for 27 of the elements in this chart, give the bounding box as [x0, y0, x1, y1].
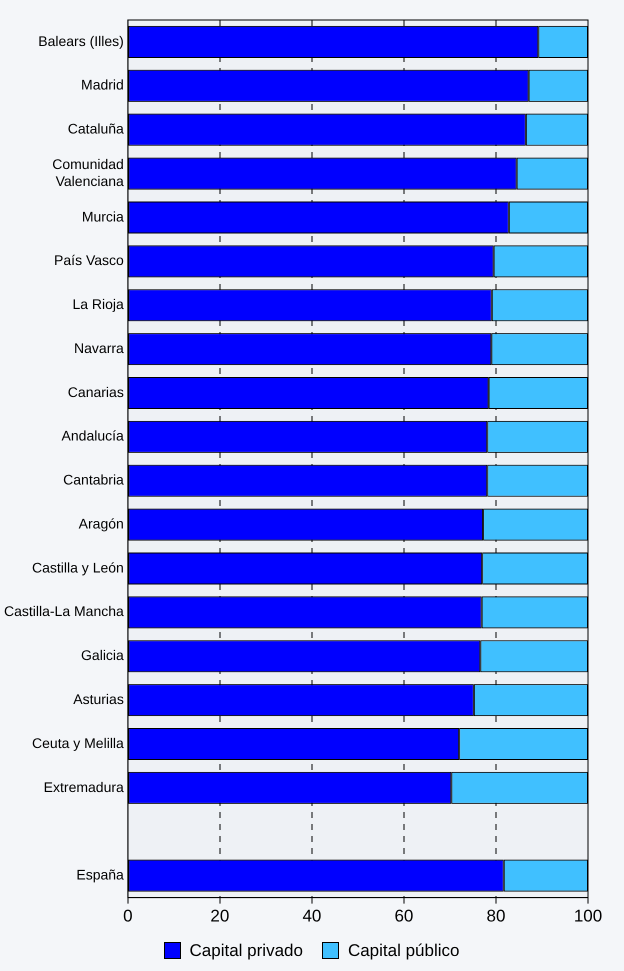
y-tick-label: Murcia: [82, 208, 124, 224]
y-tick-label: Cataluña: [68, 120, 124, 137]
y-tick-label: Extremadura: [44, 778, 124, 795]
y-tick-label: Balears (Illes): [38, 32, 124, 49]
x-tick-label: 40: [302, 906, 322, 926]
y-tick-label: Navarra: [74, 340, 124, 356]
y-tick-label: Castilla-La Mancha: [4, 603, 124, 620]
y-tick-label: Ceuta y Melilla: [32, 734, 124, 751]
y-tick-label: Comunidad Valenciana: [52, 156, 124, 189]
x-tick-label: 0: [123, 906, 133, 926]
x-tick-label: 60: [394, 906, 414, 926]
y-tick-label: Andalucía: [62, 428, 124, 444]
y-tick-label: Castilla y León: [32, 559, 124, 576]
legend-label: Capital público: [348, 940, 460, 960]
legend-label: Capital privado: [190, 940, 303, 960]
y-tick-label: Canarias: [68, 384, 124, 400]
y-tick-label: Madrid: [81, 76, 124, 93]
x-tick-label: 20: [210, 906, 230, 926]
y-tick-label: La Rioja: [72, 296, 124, 312]
y-tick-label: España: [76, 866, 124, 883]
y-tick-label: Cantabria: [63, 472, 124, 488]
x-tick-label: 80: [486, 906, 506, 926]
y-tick-label: Aragón: [78, 515, 124, 532]
y-tick-label: Asturias: [73, 691, 124, 707]
x-tick-label: 100: [574, 906, 602, 926]
y-tick-label: País Vasco: [54, 252, 124, 268]
y-tick-label: Galicia: [81, 647, 124, 664]
